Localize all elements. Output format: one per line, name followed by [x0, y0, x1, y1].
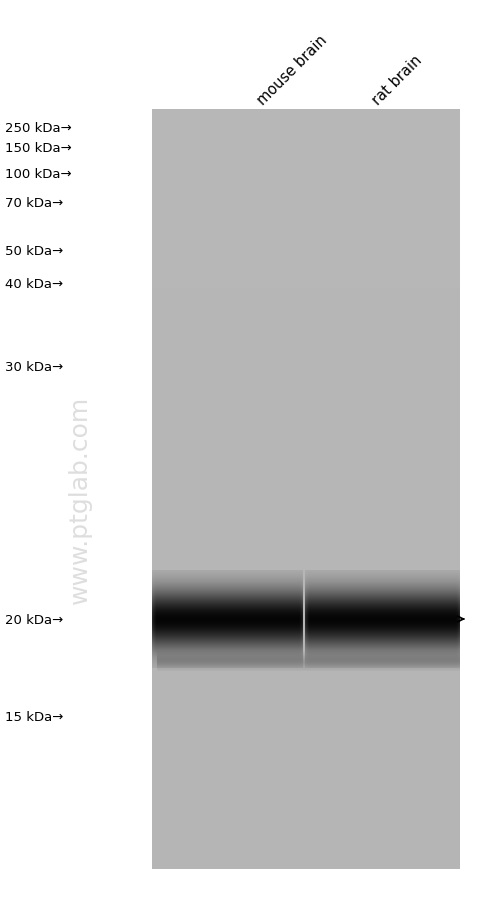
Text: rat brain: rat brain: [370, 52, 426, 108]
Text: 30 kDa→: 30 kDa→: [5, 361, 63, 374]
Text: 250 kDa→: 250 kDa→: [5, 122, 72, 134]
Text: 20 kDa→: 20 kDa→: [5, 614, 63, 627]
Text: 50 kDa→: 50 kDa→: [5, 245, 63, 258]
Text: 150 kDa→: 150 kDa→: [5, 142, 72, 154]
Text: mouse brain: mouse brain: [255, 32, 330, 108]
Text: 40 kDa→: 40 kDa→: [5, 278, 63, 291]
Text: 70 kDa→: 70 kDa→: [5, 198, 63, 210]
Text: www.ptglab.com: www.ptglab.com: [68, 395, 92, 603]
Text: 100 kDa→: 100 kDa→: [5, 169, 71, 181]
Text: 15 kDa→: 15 kDa→: [5, 711, 64, 723]
